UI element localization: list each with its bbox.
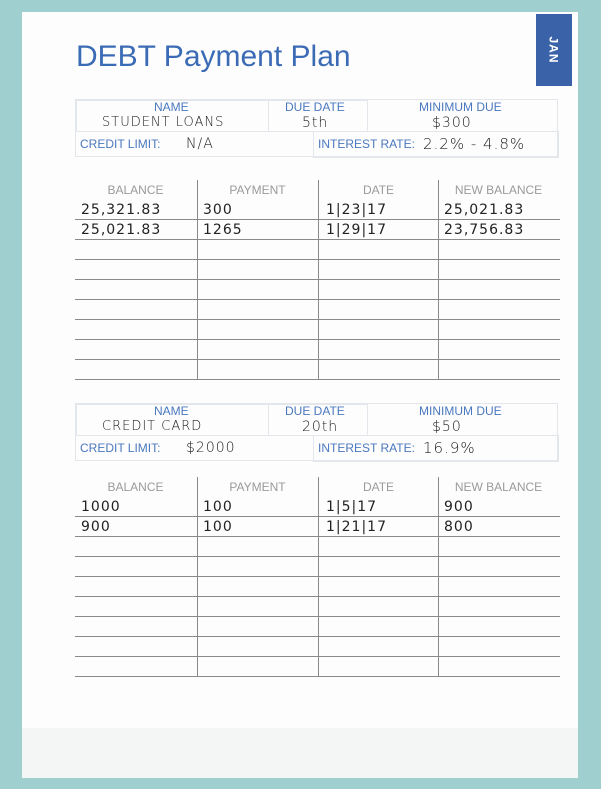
table-row[interactable] — [75, 577, 560, 597]
table-cell[interactable]: 1|29|17 — [326, 222, 387, 238]
column-header: NEW BALANCE — [454, 183, 543, 197]
minimum-due-value[interactable]: $50 — [432, 419, 462, 435]
table-row[interactable] — [75, 657, 560, 677]
credit-limit-value[interactable]: N/A — [186, 136, 214, 152]
table-cell[interactable]: 900 — [444, 499, 474, 515]
minimum-due-label: MINIMUM DUE — [419, 100, 502, 114]
table-row[interactable] — [75, 260, 560, 280]
table-row[interactable]: 900 100 1|21|17 800 — [75, 517, 560, 537]
table-cell[interactable]: 1|5|17 — [326, 499, 378, 515]
interest-rate-label: INTEREST RATE: — [318, 137, 415, 151]
column-divider — [438, 477, 439, 677]
table-row[interactable] — [75, 537, 560, 557]
table-row[interactable] — [75, 360, 560, 380]
table-row[interactable]: 1000 100 1|5|17 900 — [75, 497, 560, 517]
column-header: BALANCE — [107, 183, 164, 197]
debt-info-box: NAME STUDENT LOANS DUE DATE 5th MINIMUM … — [75, 99, 559, 158]
month-tab-label: JAN — [546, 36, 561, 64]
interest-rate-value[interactable]: 2.2% - 4.8% — [423, 135, 526, 153]
credit-limit-label: CREDIT LIMIT: — [80, 441, 161, 455]
column-header: BALANCE — [107, 480, 164, 494]
credit-limit-label: CREDIT LIMIT: — [80, 137, 161, 151]
column-header: PAYMENT — [229, 183, 286, 197]
table-row[interactable] — [75, 597, 560, 617]
credit-limit-value[interactable]: $2000 — [186, 440, 236, 456]
column-header: PAYMENT — [229, 480, 286, 494]
table-cell[interactable]: 1|21|17 — [326, 519, 387, 535]
column-header: NEW BALANCE — [454, 480, 543, 494]
column-divider — [197, 180, 198, 380]
page-bottom-margin — [22, 728, 578, 778]
column-header: DATE — [362, 480, 395, 494]
interest-rate-cell — [313, 435, 559, 462]
page-title: DEBT Payment Plan — [76, 40, 351, 73]
payment-table: BALANCE PAYMENT DATE NEW BALANCE 1000 100 1|5|… — [75, 477, 560, 677]
table-cell[interactable]: 900 — [81, 519, 111, 535]
column-divider — [318, 477, 319, 677]
column-header: DATE — [362, 183, 395, 197]
payment-table: BALANCE PAYMENT DATE NEW BALANCE 25,321.83 30… — [75, 180, 560, 380]
column-divider — [197, 477, 198, 677]
month-tab[interactable]: JAN — [536, 14, 572, 86]
table-row[interactable] — [75, 300, 560, 320]
name-label: NAME — [154, 100, 189, 114]
interest-rate-cell — [313, 131, 559, 158]
table-row[interactable] — [75, 280, 560, 300]
table-row[interactable]: 25,321.83 300 1|23|17 25,021.83 — [75, 200, 560, 220]
minimum-due-value[interactable]: $300 — [432, 115, 472, 131]
debt-name[interactable]: STUDENT LOANS — [102, 115, 225, 130]
table-row[interactable]: 25,021.83 1265 1|29|17 23,756.83 — [75, 220, 560, 240]
table-row[interactable] — [75, 340, 560, 360]
table-cell[interactable]: 23,756.83 — [444, 222, 525, 238]
table-row[interactable] — [75, 240, 560, 260]
table-cell[interactable]: 300 — [203, 202, 233, 218]
debt-info-box: NAME CREDIT CARD DUE DATE 20th MINIMUM D… — [75, 403, 559, 462]
debt-name[interactable]: CREDIT CARD — [102, 419, 203, 434]
table-cell[interactable]: 25,321.83 — [81, 202, 162, 218]
column-divider — [318, 180, 319, 380]
table-cell[interactable]: 1|23|17 — [326, 202, 387, 218]
due-date-label: DUE DATE — [285, 100, 345, 114]
due-date-label: DUE DATE — [285, 404, 345, 418]
table-cell[interactable]: 100 — [203, 499, 233, 515]
name-label: NAME — [154, 404, 189, 418]
table-row[interactable] — [75, 557, 560, 577]
table-row[interactable] — [75, 617, 560, 637]
interest-rate-label: INTEREST RATE: — [318, 441, 415, 455]
table-cell[interactable]: 1265 — [203, 222, 243, 238]
table-cell[interactable]: 100 — [203, 519, 233, 535]
table-cell[interactable]: 25,021.83 — [444, 202, 525, 218]
minimum-due-label: MINIMUM DUE — [419, 404, 502, 418]
due-date-value[interactable]: 5th — [302, 115, 329, 131]
table-row[interactable] — [75, 637, 560, 657]
planner-page — [22, 12, 578, 778]
table-cell[interactable]: 1000 — [81, 499, 121, 515]
due-date-value[interactable]: 20th — [302, 419, 339, 435]
table-cell[interactable]: 25,021.83 — [81, 222, 162, 238]
interest-rate-value[interactable]: 16.9% — [423, 439, 476, 457]
column-divider — [438, 180, 439, 380]
table-cell[interactable]: 800 — [444, 519, 474, 535]
table-row[interactable] — [75, 320, 560, 340]
